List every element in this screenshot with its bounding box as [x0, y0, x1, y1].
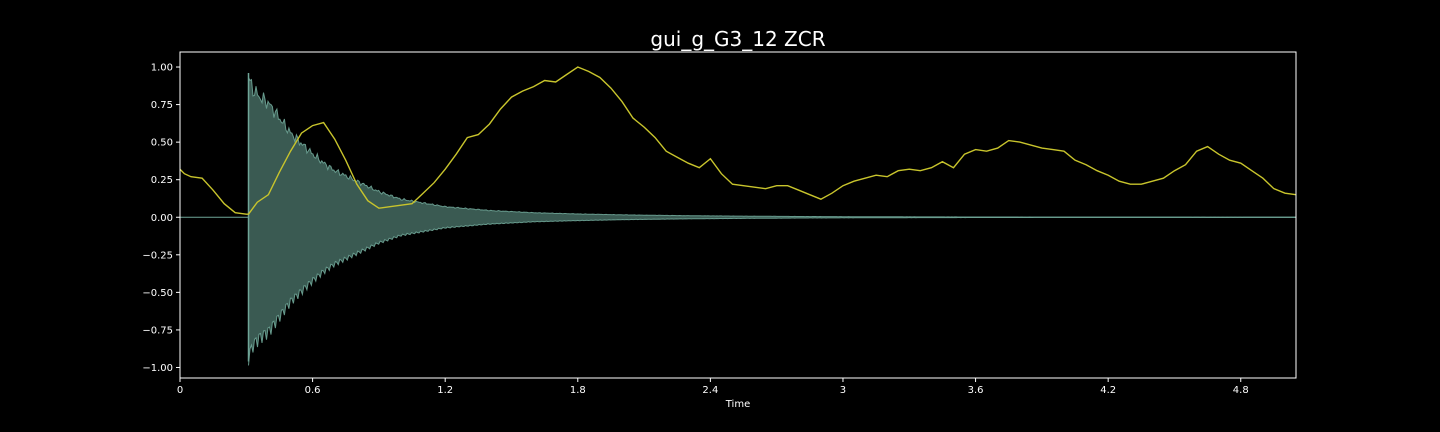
y-tick-label: −0.50 — [142, 288, 173, 299]
y-tick-label: 0.00 — [151, 213, 173, 224]
y-tick-label: 0.75 — [151, 100, 173, 111]
waveform-fill — [248, 77, 1296, 366]
x-tick-label: 0 — [177, 385, 183, 396]
x-tick-label: 4.8 — [1233, 385, 1249, 396]
axis-ticks: 0 0.6 1.2 1.8 2.4 3 3.6 4.2 4.8 1.00 0.75 0.50 0.25 0… — [142, 63, 1248, 396]
plot-area — [179, 66, 1297, 366]
y-tick-label: 0.50 — [151, 138, 173, 149]
chart-title: gui_g_G3_12 ZCR — [650, 27, 825, 51]
waveform-lower-edge — [248, 216, 1296, 366]
axes-frame — [179, 51, 1297, 379]
y-tick-label: 1.00 — [151, 63, 173, 74]
x-tick-label: 4.2 — [1100, 385, 1116, 396]
y-tick-label: −0.25 — [142, 250, 173, 261]
x-axis-label: Time — [725, 399, 750, 410]
x-tick-label: 3 — [840, 385, 846, 396]
x-tick-label: 3.6 — [968, 385, 984, 396]
zcr-line — [179, 66, 1297, 215]
x-tick-label: 0.6 — [305, 385, 321, 396]
y-tick-label: −1.00 — [142, 363, 173, 374]
y-tick-label: 0.25 — [151, 175, 173, 186]
x-tick-label: 1.8 — [570, 385, 586, 396]
y-tick-label: −0.75 — [142, 325, 173, 336]
x-tick-label: 2.4 — [702, 385, 718, 396]
x-tick-label: 1.2 — [437, 385, 453, 396]
